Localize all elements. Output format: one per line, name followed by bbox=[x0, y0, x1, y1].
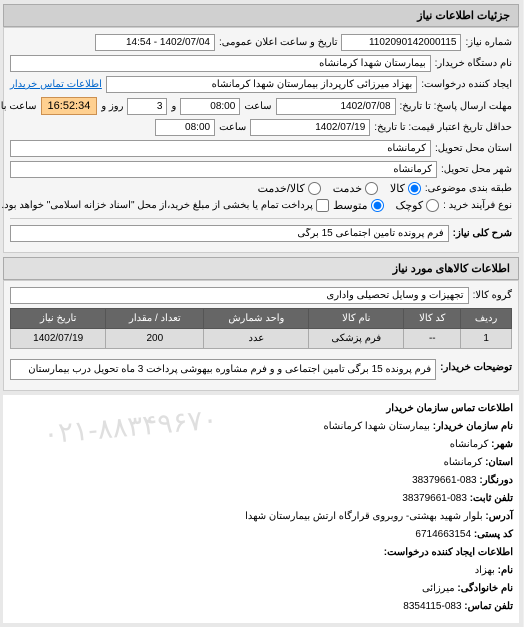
surname-value: میرزائی bbox=[423, 583, 456, 594]
purchase-note-item[interactable]: پرداخت تمام یا بخشی از مبلغ خرید،از محل … bbox=[2, 199, 330, 212]
name-label: نام: bbox=[499, 565, 514, 576]
buyer-label: نام دستگاه خریدار: bbox=[436, 58, 513, 69]
category-radio-group: کالا خدمت کالا/خدمت bbox=[259, 182, 422, 195]
col-unit: واحد شمارش bbox=[205, 309, 310, 329]
category-both-label: کالا/خدمت bbox=[259, 182, 306, 195]
category-service-label: خدمت bbox=[334, 182, 363, 195]
number-label: شماره نیاز: bbox=[466, 37, 513, 48]
buyer-input[interactable] bbox=[11, 55, 432, 72]
category-both-item[interactable]: کالا/خدمت bbox=[259, 182, 322, 195]
purchase-medium-item[interactable]: متوسط bbox=[334, 199, 385, 212]
city-input[interactable] bbox=[11, 161, 438, 178]
remaining-label: ساعت باقی مانده bbox=[0, 101, 38, 112]
time-label-2: ساعت bbox=[220, 122, 247, 133]
category-both-radio[interactable] bbox=[309, 182, 322, 195]
validity-label: حداقل تاریخ اعتبار قیمت: تا تاریخ: bbox=[375, 122, 513, 133]
form-section: شماره نیاز: تاریخ و ساعت اعلان عمومی: نا… bbox=[4, 27, 520, 253]
deadline-label: مهلت ارسال پاسخ: تا تاریخ: bbox=[401, 101, 513, 112]
purchase-note-check[interactable] bbox=[317, 199, 330, 212]
info-city-value: کرمانشاه bbox=[451, 439, 490, 450]
name-value: بهزاد bbox=[476, 565, 496, 576]
days-and: و bbox=[172, 101, 177, 112]
info-phone-label: تلفن ثابت: bbox=[471, 493, 514, 504]
time-label-1: ساعت bbox=[245, 101, 272, 112]
purchase-small-item[interactable]: کوچک bbox=[397, 199, 441, 212]
cell-name: فرم پزشکی bbox=[310, 329, 405, 349]
creator-title: اطلاعات ایجاد کننده درخواست: bbox=[385, 547, 514, 558]
announce-input[interactable] bbox=[96, 34, 216, 51]
subject-label: شرح کلی نیاز: bbox=[454, 228, 513, 239]
validity-date-input[interactable] bbox=[251, 119, 371, 136]
address-label: آدرس: bbox=[486, 511, 514, 522]
col-row: ردیف bbox=[462, 309, 513, 329]
items-table: ردیف کد کالا نام کالا واحد شمارش تعداد /… bbox=[11, 308, 513, 349]
deadline-date-input[interactable] bbox=[277, 98, 397, 115]
group-input[interactable] bbox=[11, 287, 470, 304]
contact-info-section: ۰۲۱-۸۸۳۴۹۶۷۰ اطلاعات تماس سازمان خریدار … bbox=[4, 395, 520, 623]
category-label: طبقه بندی موضوعی: bbox=[426, 183, 513, 194]
org-value: بیمارستان شهدا کرمانشاه bbox=[324, 421, 431, 432]
info-city-label: شهر: bbox=[492, 439, 514, 450]
desc-value: فرم پرونده 15 برگی تامین اجتماعی و و فرم… bbox=[11, 359, 437, 380]
col-code: کد کالا bbox=[405, 309, 462, 329]
contact-title: اطلاعات تماس سازمان خریدار bbox=[387, 403, 514, 414]
validity-time-input[interactable] bbox=[156, 119, 216, 136]
subject-input[interactable] bbox=[11, 225, 450, 242]
table-header-row: ردیف کد کالا نام کالا واحد شمارش تعداد /… bbox=[12, 309, 513, 329]
purchase-medium-label: متوسط bbox=[334, 199, 369, 212]
org-label: نام سازمان خریدار: bbox=[434, 421, 514, 432]
purchase-small-label: کوچک bbox=[397, 199, 425, 212]
cell-row: 1 bbox=[462, 329, 513, 349]
province-input[interactable] bbox=[11, 140, 432, 157]
main-header: جزئیات اطلاعات نیاز bbox=[4, 4, 520, 27]
requester-input[interactable] bbox=[107, 76, 418, 93]
postal-label: کد پستی: bbox=[475, 529, 514, 540]
fax-value: 083-38379661 bbox=[413, 475, 478, 486]
items-title: اطلاعات کالاهای مورد نیاز bbox=[394, 263, 511, 275]
category-goods-label: کالا bbox=[391, 182, 406, 195]
cell-qty: 200 bbox=[107, 329, 205, 349]
category-service-radio[interactable] bbox=[366, 182, 379, 195]
header-title: جزئیات اطلاعات نیاز bbox=[418, 10, 511, 22]
items-header: اطلاعات کالاهای مورد نیاز bbox=[4, 257, 520, 280]
col-date: تاریخ نیاز bbox=[12, 309, 107, 329]
surname-label: نام خانوادگی: bbox=[458, 583, 514, 594]
category-goods-radio[interactable] bbox=[409, 182, 422, 195]
purchase-note: پرداخت تمام یا بخشی از مبلغ خرید،از محل … bbox=[2, 200, 314, 211]
col-name: نام کالا bbox=[310, 309, 405, 329]
address-value: بلوار شهید بهشتی- روبروی قرارگاه ارتش بی… bbox=[246, 511, 484, 522]
items-section: گروه کالا: ردیف کد کالا نام کالا واحد شم… bbox=[4, 280, 520, 391]
announce-label: تاریخ و ساعت اعلان عمومی: bbox=[220, 37, 339, 48]
deadline-time-input[interactable] bbox=[181, 98, 241, 115]
requester-label: ایجاد کننده درخواست: bbox=[422, 79, 513, 90]
number-input[interactable] bbox=[342, 34, 462, 51]
info-phone-value: 083-38379661 bbox=[403, 493, 468, 504]
col-qty: تعداد / مقدار bbox=[107, 309, 205, 329]
table-row: 1 -- فرم پزشکی عدد 200 1402/07/19 bbox=[12, 329, 513, 349]
contact-phone-label: تلفن تماس: bbox=[465, 601, 514, 612]
purchase-medium-radio[interactable] bbox=[372, 199, 385, 212]
purchase-radio-group: کوچک متوسط bbox=[334, 199, 440, 212]
days-after-label: روز و bbox=[102, 101, 124, 112]
purchase-type-label: نوع فرآیند خرید : bbox=[444, 200, 513, 211]
desc-label: توضیحات خریدار: bbox=[441, 362, 513, 373]
info-province-value: کرمانشاه bbox=[445, 457, 484, 468]
contact-link[interactable]: اطلاعات تماس خریدار bbox=[11, 79, 103, 90]
info-province-label: استان: bbox=[486, 457, 514, 468]
cell-unit: عدد bbox=[205, 329, 310, 349]
category-service-item[interactable]: خدمت bbox=[334, 182, 379, 195]
postal-value: 6714663154 bbox=[416, 529, 472, 540]
contact-phone-value: 083-8354115 bbox=[404, 601, 462, 612]
days-input[interactable] bbox=[128, 98, 168, 115]
fax-label: دورنگار: bbox=[480, 475, 514, 486]
remaining-time: 16:52:34 bbox=[42, 97, 99, 115]
city-label: شهر محل تحویل: bbox=[442, 164, 513, 175]
category-goods-item[interactable]: کالا bbox=[391, 182, 422, 195]
purchase-small-radio[interactable] bbox=[427, 199, 440, 212]
cell-code: -- bbox=[405, 329, 462, 349]
group-label: گروه کالا: bbox=[474, 290, 513, 301]
cell-date: 1402/07/19 bbox=[12, 329, 107, 349]
province-label: استان محل تحویل: bbox=[436, 143, 513, 154]
